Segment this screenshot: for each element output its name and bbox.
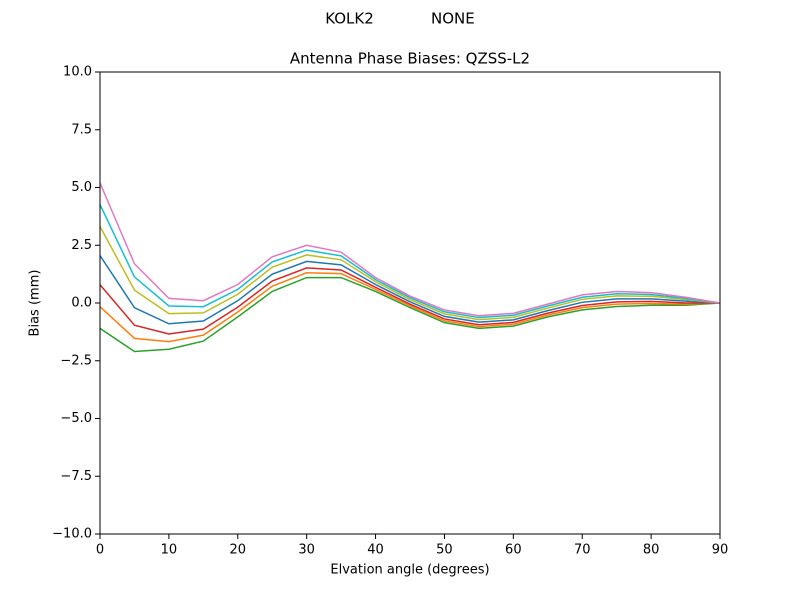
x-tick-label: 90 (712, 543, 729, 558)
y-tick-label: 5.0 (71, 180, 92, 195)
y-tick-label: 0.0 (71, 296, 92, 311)
y-tick-label: −5.0 (60, 411, 92, 426)
y-tick-label: 10.0 (63, 65, 92, 80)
x-tick-label: 60 (505, 543, 522, 558)
series-line (99, 271, 721, 343)
suptitle: KOLK2 NONE (325, 10, 475, 28)
x-tick-label: 80 (643, 543, 660, 558)
y-tick-label: −2.5 (60, 353, 92, 368)
x-tick-label: 30 (298, 543, 315, 558)
series-line (99, 255, 721, 325)
chart-title: Antenna Phase Biases: QZSS-L2 (290, 50, 530, 68)
y-tick-label: −7.5 (60, 469, 92, 484)
x-axis-label: Elvation angle (degrees) (330, 563, 489, 578)
x-tick-label: 70 (574, 543, 591, 558)
x-tick-label: 20 (230, 543, 247, 558)
series-line (99, 204, 721, 319)
x-tick-label: 50 (436, 543, 453, 558)
series-line (99, 267, 720, 335)
y-axis-label: Bias (mm) (28, 270, 43, 337)
plot-frame (99, 71, 721, 535)
series-line (99, 226, 721, 321)
y-tick-label: 2.5 (71, 238, 92, 253)
series-line (99, 276, 721, 353)
series-line (99, 182, 721, 317)
y-tick-label: −10.0 (52, 527, 92, 542)
x-tick-label: 40 (367, 543, 384, 558)
x-tick-label: 0 (96, 543, 104, 558)
x-tick-label: 10 (161, 543, 178, 558)
y-tick-label: 7.5 (71, 122, 92, 137)
